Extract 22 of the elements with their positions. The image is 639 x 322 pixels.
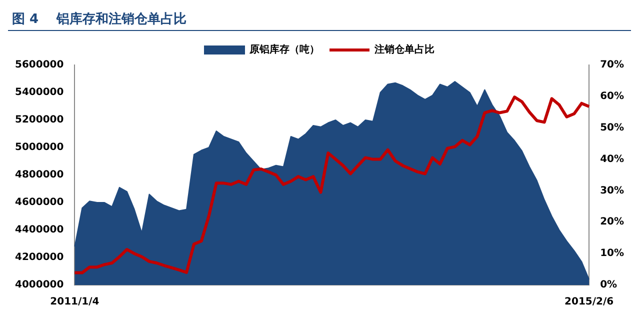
y-tick-label: 4800000 [14, 170, 64, 181]
y-tick-label: 5200000 [14, 114, 64, 126]
y2-tick-label: 70% [600, 60, 624, 71]
y2-tick-label: 10% [600, 248, 624, 260]
chart-title: 图 4 铝库存和注销仓单占比 [8, 8, 631, 31]
y2-tick-label: 30% [600, 185, 624, 196]
x-tick-label: 2015/2/6 [564, 296, 614, 308]
y-tick-label: 4000000 [14, 280, 64, 291]
legend-label: 注销仓单占比 [374, 44, 434, 56]
y2-tick-label: 40% [600, 154, 624, 165]
y-tick-label: 5000000 [14, 142, 64, 154]
x-tick-label: 2011/1/4 [50, 296, 100, 308]
y2-tick-label: 0% [600, 280, 618, 291]
legend-label: 原铝库存（吨） [248, 44, 320, 56]
y-tick-label: 5600000 [14, 60, 64, 71]
y-tick-label: 4400000 [14, 224, 64, 236]
y2-tick-label: 60% [600, 91, 624, 102]
y-tick-label: 5400000 [14, 87, 64, 98]
y-tick-label: 4600000 [14, 197, 64, 208]
y-tick-label: 4200000 [14, 252, 64, 264]
y2-tick-label: 20% [600, 216, 624, 228]
y2-tick-label: 50% [600, 122, 624, 134]
